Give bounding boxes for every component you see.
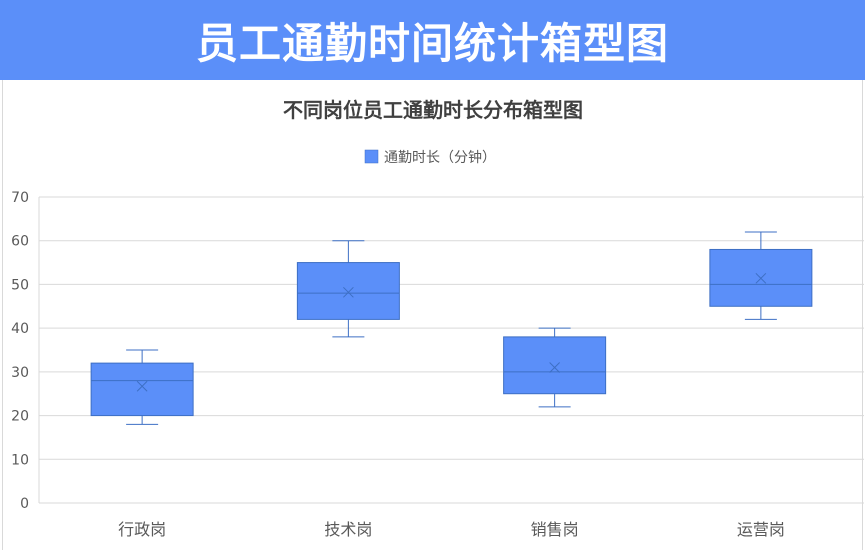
y-tick-label: 30: [11, 365, 29, 381]
box-2: [503, 327, 607, 408]
mean-marker: [549, 362, 560, 373]
grid: [39, 196, 864, 504]
mean-marker: [343, 286, 354, 298]
x-tick-label: 销售岗: [531, 520, 579, 539]
iqr-box: [90, 362, 194, 417]
boxplot-chart: 不同岗位员工通勤时长分布箱型图 通勤时长（分钟） 0 10 20 30 40 50 60 70…: [11, 98, 864, 539]
mean-marker: [136, 380, 148, 392]
box-1: [296, 240, 400, 338]
y-tick-label: 20: [11, 409, 29, 425]
legend-label: 通勤时长（分钟）: [384, 149, 496, 166]
y-tick-label: 50: [11, 277, 29, 293]
y-tick-label: 60: [11, 234, 29, 250]
box-3: [709, 231, 813, 320]
x-tick-label: 行政岗: [118, 520, 166, 539]
y-tick-label: 70: [11, 190, 29, 206]
y-tick-label: 0: [20, 496, 29, 512]
boxes: [90, 231, 813, 425]
page-title: 员工通勤时间统计箱型图: [195, 18, 669, 68]
x-tick-label: 技术岗: [324, 520, 372, 539]
legend-swatch: [364, 149, 379, 164]
x-tick-label: 运营岗: [737, 520, 785, 539]
chart-area: 不同岗位员工通勤时长分布箱型图 通勤时长（分钟） 0 10 20 30 40 50 60 70…: [2, 80, 864, 550]
y-tick-label: 10: [11, 452, 29, 468]
iqr-box: [296, 262, 400, 320]
chart-title: 不同岗位员工通勤时长分布箱型图: [283, 98, 583, 122]
mean-marker: [755, 272, 767, 284]
page-header: 员工通勤时间统计箱型图: [0, 0, 865, 80]
iqr-box: [503, 336, 607, 395]
axes: 0 10 20 30 40 50 60 70 行政岗 技术岗 销售岗 运营岗: [11, 190, 785, 539]
box-0: [90, 349, 194, 425]
legend[interactable]: 通勤时长（分钟）: [364, 149, 496, 166]
y-tick-label: 40: [11, 321, 29, 337]
